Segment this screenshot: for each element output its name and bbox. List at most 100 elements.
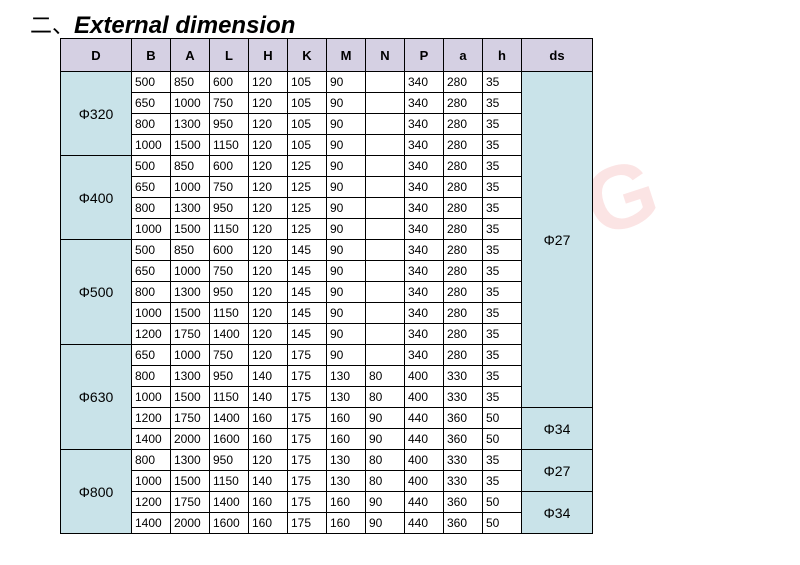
cell-H: 120 (249, 177, 288, 198)
cell-N (366, 240, 405, 261)
cell-K: 145 (288, 240, 327, 261)
cell-H: 120 (249, 324, 288, 345)
cell-h: 35 (483, 282, 522, 303)
cell-K: 145 (288, 324, 327, 345)
cell-H: 120 (249, 261, 288, 282)
cell-P: 400 (405, 366, 444, 387)
cell-A: 2000 (171, 513, 210, 534)
cell-B: 500 (132, 72, 171, 93)
cell-P: 340 (405, 219, 444, 240)
cell-M: 160 (327, 429, 366, 450)
cell-D: Φ800 (61, 450, 132, 534)
table-row: 65010007501201459034028035 (61, 261, 593, 282)
col-P: P (405, 39, 444, 72)
cell-M: 90 (327, 135, 366, 156)
cell-N (366, 261, 405, 282)
cell-A: 1000 (171, 345, 210, 366)
cell-H: 120 (249, 450, 288, 471)
cell-a: 280 (444, 282, 483, 303)
cell-L: 950 (210, 114, 249, 135)
cell-a: 330 (444, 387, 483, 408)
cell-M: 90 (327, 261, 366, 282)
col-M: M (327, 39, 366, 72)
cell-N: 90 (366, 513, 405, 534)
cell-M: 90 (327, 303, 366, 324)
cell-B: 1000 (132, 135, 171, 156)
col-A: A (171, 39, 210, 72)
cell-L: 1150 (210, 387, 249, 408)
cell-N: 90 (366, 429, 405, 450)
cell-H: 140 (249, 471, 288, 492)
cell-L: 950 (210, 282, 249, 303)
cell-K: 175 (288, 408, 327, 429)
cell-M: 130 (327, 471, 366, 492)
cell-A: 1500 (171, 303, 210, 324)
cell-h: 35 (483, 261, 522, 282)
cell-h: 35 (483, 450, 522, 471)
table-row: Φ5005008506001201459034028035 (61, 240, 593, 261)
cell-B: 800 (132, 198, 171, 219)
cell-B: 1400 (132, 429, 171, 450)
cell-K: 105 (288, 93, 327, 114)
cell-P: 340 (405, 156, 444, 177)
cell-H: 120 (249, 72, 288, 93)
cell-A: 1500 (171, 471, 210, 492)
cell-a: 330 (444, 366, 483, 387)
cell-A: 1000 (171, 177, 210, 198)
cell-B: 1000 (132, 387, 171, 408)
table-row: 1200175014001201459034028035 (61, 324, 593, 345)
cell-N: 90 (366, 408, 405, 429)
cell-P: 340 (405, 303, 444, 324)
cell-L: 750 (210, 93, 249, 114)
cell-L: 1150 (210, 135, 249, 156)
cell-a: 280 (444, 156, 483, 177)
cell-a: 280 (444, 303, 483, 324)
cell-L: 1400 (210, 408, 249, 429)
cell-M: 130 (327, 450, 366, 471)
table-row: 80013009501201459034028035 (61, 282, 593, 303)
cell-K: 145 (288, 303, 327, 324)
cell-a: 280 (444, 135, 483, 156)
cell-a: 360 (444, 408, 483, 429)
cell-M: 130 (327, 366, 366, 387)
cell-K: 105 (288, 135, 327, 156)
cell-M: 90 (327, 156, 366, 177)
cell-N: 80 (366, 450, 405, 471)
col-h: h (483, 39, 522, 72)
cell-h: 35 (483, 156, 522, 177)
cell-L: 600 (210, 240, 249, 261)
table-row: 1000150011501201059034028035 (61, 135, 593, 156)
cell-K: 175 (288, 492, 327, 513)
cell-M: 90 (327, 114, 366, 135)
table-row: 1000150011501201259034028035 (61, 219, 593, 240)
cell-H: 160 (249, 492, 288, 513)
cell-H: 120 (249, 240, 288, 261)
cell-H: 120 (249, 219, 288, 240)
cell-N: 80 (366, 387, 405, 408)
cell-ds: Φ27 (522, 72, 593, 408)
cell-L: 950 (210, 198, 249, 219)
cell-N (366, 93, 405, 114)
cell-A: 1300 (171, 450, 210, 471)
cell-L: 1150 (210, 303, 249, 324)
cell-K: 145 (288, 261, 327, 282)
cell-P: 440 (405, 513, 444, 534)
cell-P: 340 (405, 93, 444, 114)
cell-K: 125 (288, 219, 327, 240)
table-row: 80013009501201059034028035 (61, 114, 593, 135)
cell-M: 90 (327, 345, 366, 366)
cell-ds: Φ34 (522, 492, 593, 534)
cell-L: 1600 (210, 429, 249, 450)
cell-K: 175 (288, 387, 327, 408)
cell-B: 800 (132, 282, 171, 303)
cell-N: 90 (366, 492, 405, 513)
cell-K: 175 (288, 429, 327, 450)
cell-D: Φ500 (61, 240, 132, 345)
table-row: 65010007501201059034028035 (61, 93, 593, 114)
table-row: Φ4005008506001201259034028035 (61, 156, 593, 177)
cell-M: 130 (327, 387, 366, 408)
cell-A: 1750 (171, 492, 210, 513)
col-H: H (249, 39, 288, 72)
cell-H: 160 (249, 513, 288, 534)
table-row: 65010007501201259034028035 (61, 177, 593, 198)
